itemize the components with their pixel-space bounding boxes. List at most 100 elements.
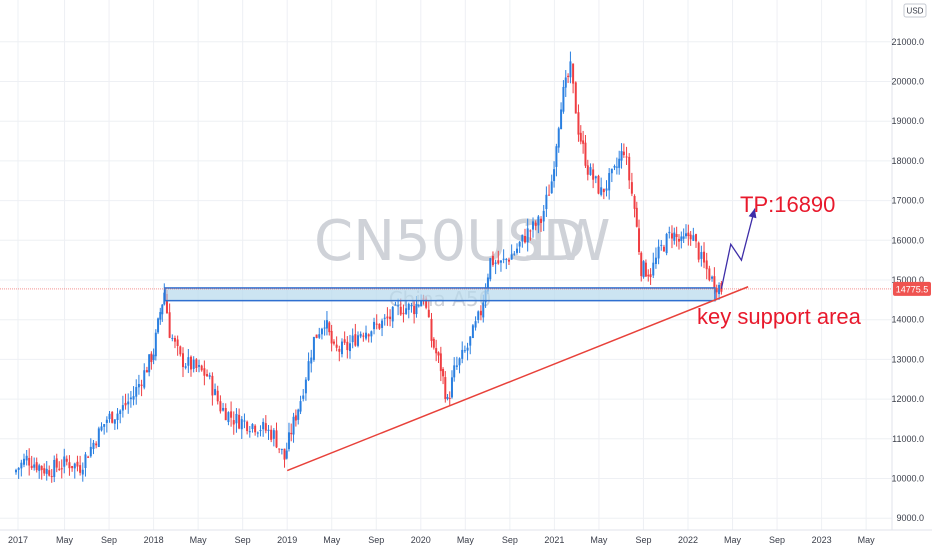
candle-body [283,448,286,460]
candle-body [482,302,485,318]
candle-body [378,323,381,329]
candle-body [38,465,41,471]
x-tick-label: May [323,535,341,545]
candle-body [703,251,706,263]
x-tick-label: May [858,535,876,545]
candle-body [181,353,184,368]
candle-body [302,395,305,399]
candle-body [222,407,225,411]
candle-body [608,173,611,191]
candle-body [695,234,698,242]
candle-body [297,409,300,420]
candle-body [20,462,23,469]
candle-body [557,128,560,148]
y-tick-label: 16000.0 [891,235,924,245]
candle-body [256,432,259,434]
y-tick-label: 9000.0 [896,513,924,523]
candle-body [65,458,68,462]
candle-body [243,420,246,422]
candle-body [95,443,98,446]
candle-body [420,300,423,307]
candle-body [246,421,249,432]
candle-body [318,334,321,338]
candle-body [370,331,373,337]
candle-body [328,322,331,333]
candle-body [290,432,293,435]
candle-body [555,146,558,167]
candle-body [23,458,26,465]
candle-body [640,252,643,277]
candle-body [73,463,76,469]
currency-badge[interactable]: USD [903,3,927,18]
candle-body [397,305,400,307]
candle-body [248,431,251,433]
candle-body [502,258,505,260]
candle-body [383,317,386,319]
time-axis[interactable]: 2017 May Sep 2018 May Sep 2019 May Sep 2020 May Sep… [8,535,875,545]
candle-body [190,356,193,370]
candle-body [670,233,673,239]
candle-body [505,258,508,261]
candle-body [187,357,190,366]
candle-body [287,432,290,450]
candle-body [132,396,135,400]
candle-body [494,262,497,264]
candle-body [684,233,687,237]
candle-body [381,320,384,328]
candle-body [582,140,585,144]
candle-body [79,465,82,473]
candle-body [357,335,360,346]
price-axis[interactable]: 9000.0 10000.0 11000.0 12000.0 13000.0 14000.… [891,37,924,523]
x-tick-label: 2021 [544,535,564,545]
candle-body [455,365,458,367]
candle-body [537,216,540,226]
support-trendline[interactable] [286,286,749,472]
candle-body [592,169,595,180]
candle-body [315,334,318,339]
candle-body [100,426,103,431]
candle-body [510,254,513,260]
candle-body [60,468,63,470]
candle-body [304,379,307,394]
candle-body [84,454,87,468]
projection-path [720,208,756,289]
candle-body [53,459,56,477]
candle-body [25,455,28,461]
y-tick-label: 17000.0 [891,196,924,206]
candle-body [58,468,61,470]
candle-body [330,330,333,344]
candle-body [81,469,84,475]
candle-body [444,377,447,400]
candle-body [89,446,92,457]
candle-body [176,339,179,347]
candle-body [477,311,480,320]
candle-body [168,312,171,338]
candle-body [40,466,43,471]
candle-body [116,413,119,421]
candle-body [192,359,195,369]
y-tick-label: 21000.0 [891,37,924,47]
candle-body [437,352,440,356]
candle-body [435,348,438,354]
candle-body [235,413,238,424]
candle-body [359,333,362,337]
candle-body [513,253,516,255]
candle-body [548,194,551,196]
y-tick-label: 13000.0 [891,354,924,364]
candle-body [625,156,628,158]
candle-body [332,341,335,344]
y-tick-label: 20000.0 [891,77,924,87]
candle-body [711,276,714,279]
candle-body [682,236,685,239]
candle-body [354,334,357,346]
chart-grid [0,0,892,530]
projection-arrow[interactable] [720,208,757,289]
candle-body [453,365,456,378]
support-zone[interactable] [164,287,716,302]
candle-body [68,462,71,469]
candlestick-series [14,51,723,483]
candle-body [584,142,587,166]
support-annotation: key support area [697,304,862,329]
candle-body [161,304,164,315]
